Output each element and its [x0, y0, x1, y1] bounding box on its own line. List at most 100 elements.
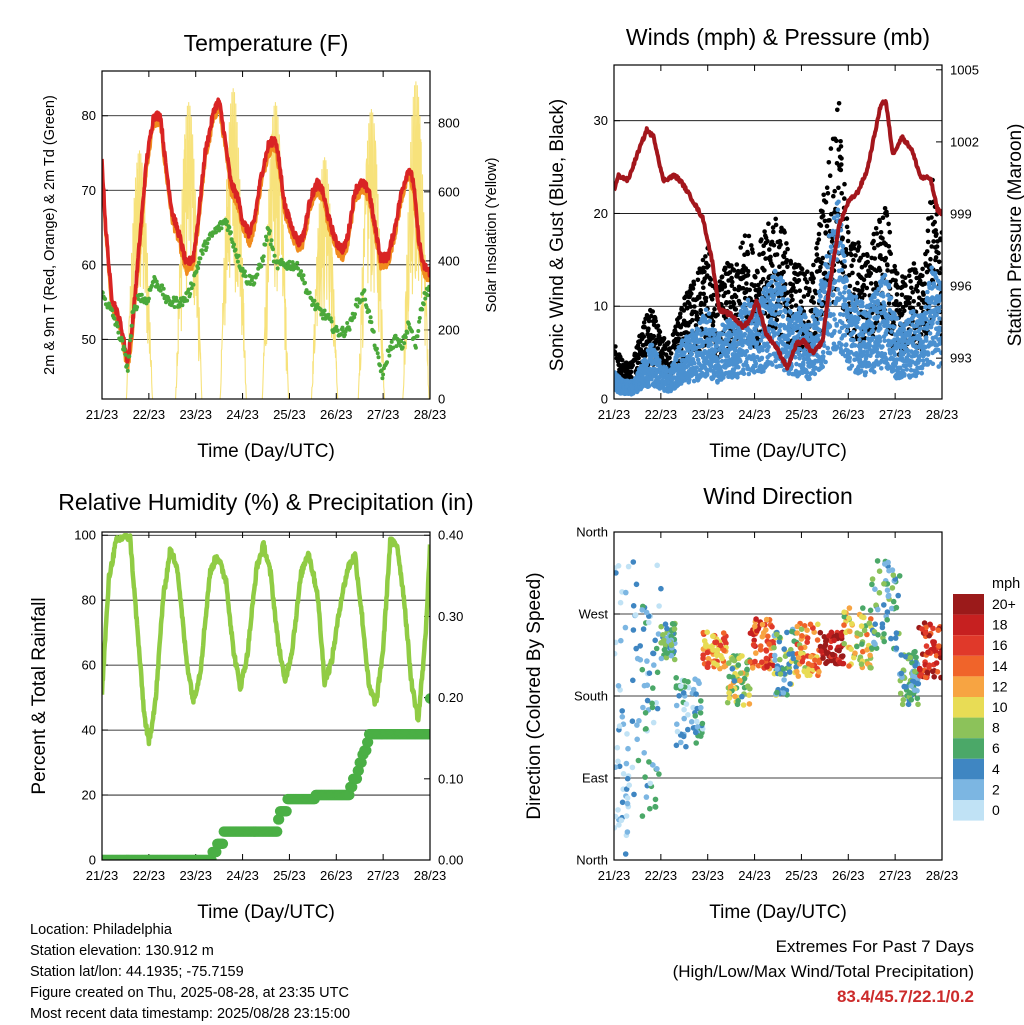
- wind-point: [872, 295, 877, 300]
- wind-point: [777, 328, 782, 333]
- wind-point: [743, 332, 748, 337]
- wind-point: [924, 338, 929, 343]
- dewpoint-point: [205, 246, 209, 250]
- direction-point: [659, 656, 665, 662]
- gust-point: [880, 236, 885, 241]
- gust-point: [782, 230, 787, 235]
- dewpoint-point: [205, 241, 209, 245]
- wind-point: [720, 332, 725, 337]
- gust-point: [878, 268, 883, 273]
- gust-point: [729, 276, 734, 281]
- gust-point: [887, 244, 892, 249]
- solar-insolation-line: [126, 81, 429, 399]
- direction-point: [655, 670, 661, 676]
- direction-point: [646, 759, 652, 765]
- direction-point: [663, 621, 669, 627]
- gust-point: [851, 258, 856, 263]
- wind-series: [612, 200, 945, 397]
- wind-point: [841, 244, 846, 249]
- direction-point: [683, 744, 689, 750]
- dewpoint-point: [127, 354, 131, 358]
- gust-point: [766, 221, 771, 226]
- y-tick-label-right: 1002: [950, 134, 979, 149]
- gust-point: [770, 263, 775, 268]
- dewpoint-point: [367, 309, 371, 313]
- dewpoint-point: [387, 354, 391, 358]
- direction-point: [637, 643, 643, 649]
- gust-point: [712, 307, 717, 312]
- dewpoint-point: [196, 266, 200, 270]
- gust-point: [747, 288, 752, 293]
- wind-point: [763, 299, 768, 304]
- dewpoint-point: [225, 220, 229, 224]
- y-tick-label-right: 1005: [950, 62, 979, 77]
- gust-point: [922, 281, 927, 286]
- wind-point: [875, 310, 880, 315]
- direction-panel: Wind Direction Time (Day/UTC) Direction …: [524, 483, 1020, 923]
- gust-point: [824, 200, 829, 205]
- gust-point: [843, 264, 848, 269]
- direction-point: [651, 651, 657, 657]
- x-tick-label: 26/23: [832, 868, 865, 883]
- wind-point: [832, 329, 837, 334]
- direction-point: [747, 701, 753, 707]
- direction-point: [653, 797, 659, 803]
- wind-point: [850, 364, 855, 369]
- direction-point: [682, 678, 688, 684]
- wind-point: [884, 328, 889, 333]
- wind-point: [817, 328, 822, 333]
- dewpoint-point: [299, 269, 303, 273]
- gust-point: [862, 277, 867, 282]
- x-tick-label: 26/23: [832, 407, 865, 422]
- dewpoint-point: [191, 283, 195, 287]
- gust-point: [797, 278, 802, 283]
- wind-point: [799, 307, 804, 312]
- dewpoint-point: [236, 260, 240, 264]
- direction-point: [647, 806, 653, 812]
- direction-point: [693, 730, 699, 736]
- gust-point: [753, 275, 758, 280]
- gust-point: [767, 247, 772, 252]
- x-tick-label: 25/23: [785, 868, 818, 883]
- y-tick-label-left: 50: [82, 332, 96, 347]
- dewpoint-point: [330, 320, 334, 324]
- dewpoint-point: [255, 273, 259, 277]
- gust-point: [709, 277, 714, 282]
- direction-point: [651, 720, 657, 726]
- gust-point: [805, 269, 810, 274]
- gust-point: [749, 243, 754, 248]
- wind-point: [851, 338, 856, 343]
- dewpoint-point: [200, 248, 204, 252]
- dewpoint-point: [265, 238, 269, 242]
- direction-point: [623, 590, 629, 596]
- wind-point: [836, 208, 841, 213]
- gust-point: [842, 182, 847, 187]
- direction-point: [640, 813, 646, 819]
- direction-point: [619, 708, 625, 714]
- wind-point: [826, 346, 831, 351]
- direction-point: [744, 667, 750, 673]
- gust-point: [916, 302, 921, 307]
- direction-point: [624, 813, 630, 819]
- direction-point: [689, 719, 695, 725]
- wind-point: [881, 294, 886, 299]
- dewpoint-point: [229, 230, 233, 234]
- direction-point: [650, 705, 656, 711]
- direction-point: [729, 657, 735, 663]
- dewpoint-point: [376, 351, 380, 355]
- gust-point: [653, 319, 658, 324]
- x-tick-label: 27/23: [367, 868, 400, 883]
- gust-point: [743, 233, 748, 238]
- wind-point: [917, 333, 922, 338]
- gust-point: [826, 191, 831, 196]
- wind-point: [884, 357, 889, 362]
- gust-point: [914, 270, 919, 275]
- wind-point: [902, 372, 907, 377]
- direction-point: [685, 712, 691, 718]
- gust-point: [921, 292, 926, 297]
- gust-point: [855, 281, 860, 286]
